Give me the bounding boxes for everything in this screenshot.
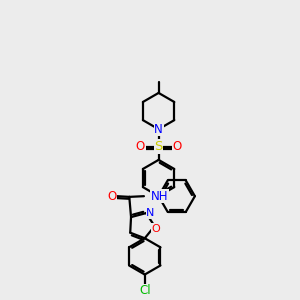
Text: O: O [172, 140, 182, 153]
Text: O: O [152, 224, 160, 234]
Text: Cl: Cl [139, 284, 151, 297]
Text: S: S [154, 140, 163, 153]
Text: NH: NH [151, 190, 168, 203]
Text: N: N [154, 123, 163, 136]
Text: O: O [136, 140, 145, 153]
Text: N: N [146, 208, 154, 218]
Text: O: O [108, 190, 117, 203]
